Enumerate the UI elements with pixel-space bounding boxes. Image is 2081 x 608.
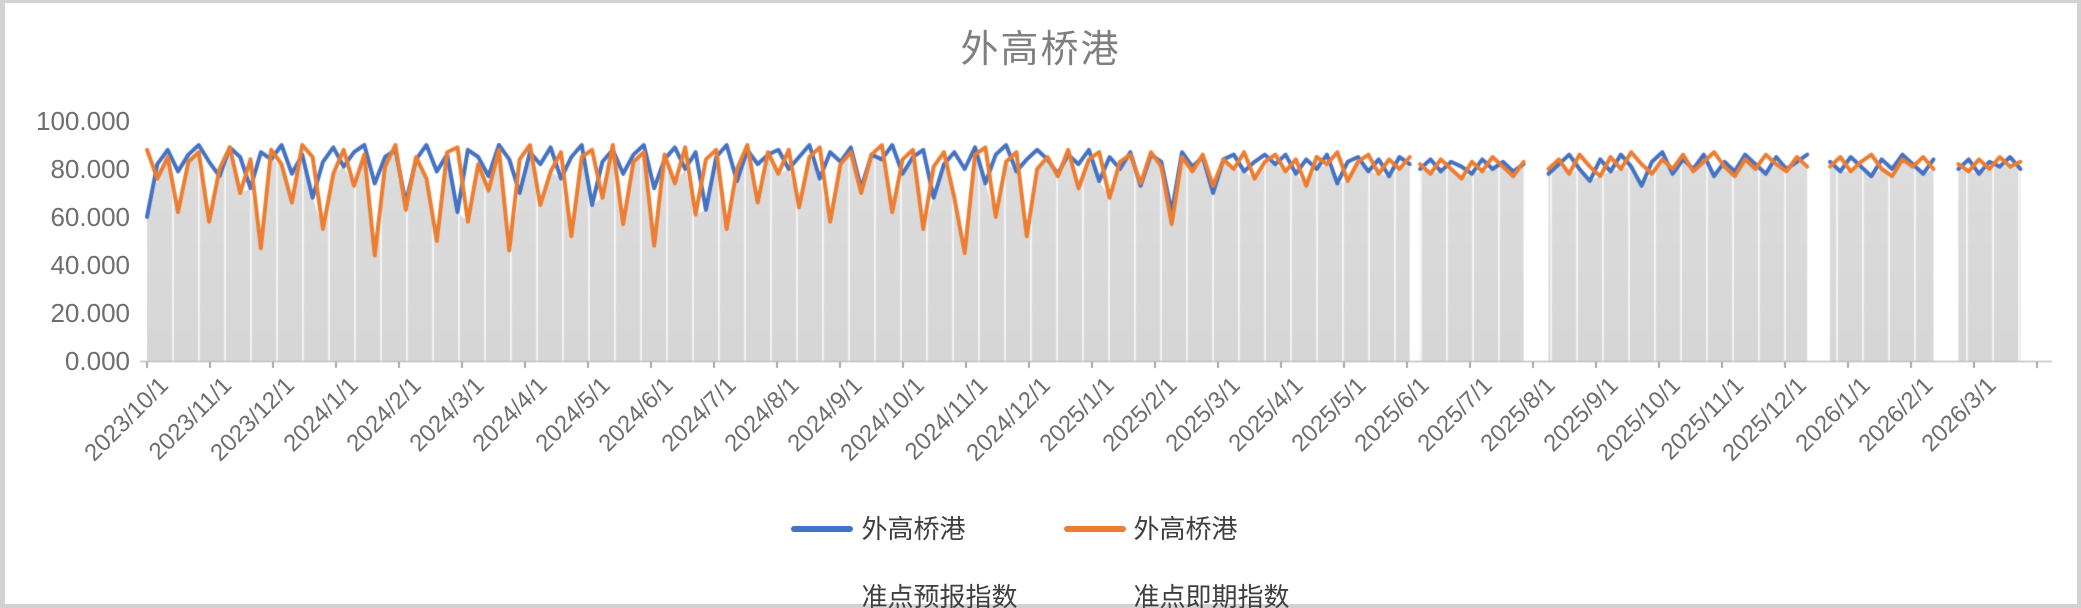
y-axis-tick-label: 100.000 [36,106,130,136]
chart-title: 外高桥港 [960,29,1121,71]
legend-item-forecast-index: 外高桥港 准点预报指数 [791,512,1018,608]
legend-label-spot-line1: 外高桥港 [1133,514,1238,544]
legend: 外高桥港 准点预报指数 外高桥港 准点即期指数 [0,512,2081,608]
y-axis-tick-label: 0.000 [64,346,130,376]
legend-line-swatch-blue [791,526,854,532]
legend-label-spot-line2: 准点即期指数 [1133,582,1290,608]
legend-item-spot-index: 外高桥港 准点即期指数 [1063,512,1290,608]
legend-line-swatch-orange [1063,526,1126,532]
legend-label-forecast-line2: 准点预报指数 [861,582,1018,608]
y-axis-tick-label: 40.000 [50,250,130,280]
legend-label-forecast: 外高桥港 准点预报指数 [861,512,1017,608]
y-axis-tick-label: 60.000 [50,202,130,232]
y-axis-tick-label: 20.000 [50,298,130,328]
y-axis-tick-label: 80.000 [50,154,130,184]
legend-label-spot: 外高桥港 准点即期指数 [1134,512,1290,608]
legend-label-forecast-line1: 外高桥港 [861,514,966,544]
